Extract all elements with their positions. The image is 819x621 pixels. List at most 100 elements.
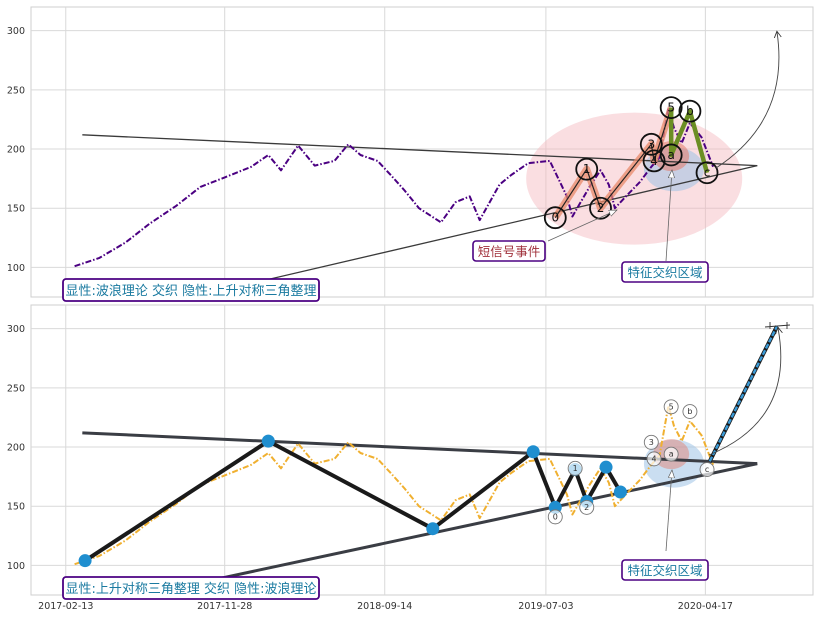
signal-event-label: 短信号事件 <box>478 244 541 259</box>
pattern-node-8 <box>613 485 627 499</box>
y-tick-label: 150 <box>7 204 25 215</box>
wave-label-b: b <box>682 404 698 419</box>
wave-label-circle <box>639 132 663 156</box>
wave-label-circle <box>547 509 563 525</box>
pattern-node-2 <box>426 522 440 536</box>
x-tick-label: 2017-11-28 <box>197 601 252 612</box>
wave-label-circle <box>659 96 683 120</box>
forecast-target-bracket <box>764 322 791 329</box>
signal-event-arrow <box>547 209 617 242</box>
pattern-node-1 <box>261 434 275 448</box>
wave-label-circle <box>646 451 662 467</box>
wave-label-4: 4 <box>642 149 666 173</box>
wave-label-c-text: c <box>704 166 711 180</box>
feature-zone-label: 特征交织区域 <box>627 563 702 578</box>
pattern-node-3 <box>526 445 540 459</box>
forecast-arrow <box>708 325 779 462</box>
wave-label-circle <box>663 399 679 415</box>
feature-zone-callout: 特征交织区域 <box>621 470 709 581</box>
feature-zone-box <box>621 261 709 283</box>
trendline-upper <box>82 134 758 167</box>
x-tick-label: 2019-07-03 <box>518 601 573 612</box>
feature-zone-label: 特征交织区域 <box>627 265 702 280</box>
feature-zone-arrow <box>665 170 672 262</box>
trendline-lower <box>192 164 758 298</box>
wave-label-4-text: 4 <box>652 454 657 463</box>
panel-caption-box <box>62 576 320 600</box>
wave-label-a: a <box>663 446 679 462</box>
wave-label-1: 1 <box>567 460 583 476</box>
wave-label-3-text: 3 <box>647 137 655 151</box>
wave-label-circle <box>659 143 683 167</box>
wave-label-circle <box>699 462 715 477</box>
wave-label-c: c <box>699 462 715 477</box>
x-tick-label: 2018-09-14 <box>357 601 412 612</box>
forecast-curve-arrow <box>715 32 779 169</box>
feature-zone-arrow <box>665 470 672 552</box>
wave-label-circle <box>589 196 612 220</box>
wave-label-circle <box>567 460 583 476</box>
y-tick-label: 300 <box>7 324 25 335</box>
axis-layer: 1001502002503001001502002503002017-02-13… <box>7 26 733 612</box>
y-tick-label: 150 <box>7 502 25 513</box>
wave-label-circle <box>682 404 698 419</box>
wave-label-4-text: 4 <box>650 154 658 168</box>
price-series-line <box>74 106 715 268</box>
wave-label-c: c <box>695 161 719 185</box>
pattern-highlight-ellipse <box>526 112 743 245</box>
wave-label-b-text: b <box>686 104 694 118</box>
wave-label-2: 2 <box>589 196 612 220</box>
trendline-layer <box>82 134 758 587</box>
y-tick-label: 100 <box>7 561 25 572</box>
panel-caption: 显性:波浪理论 交织 隐性:上升对称三角整理 <box>62 278 320 302</box>
wave-label-2: 2 <box>579 499 595 515</box>
trendline-upper <box>82 431 758 466</box>
wave-label-circle <box>642 149 666 173</box>
x-tick-label: 2020-04-17 <box>678 601 733 612</box>
wave-label-circle <box>663 446 679 462</box>
y-tick-label: 300 <box>7 26 25 37</box>
signal-event-box <box>472 240 546 262</box>
wave-label-2-text: 2 <box>597 201 605 215</box>
wave-label-1-text: 1 <box>583 162 591 176</box>
wave-label-0-text: 0 <box>553 512 558 521</box>
plot-area-bottom <box>30 304 814 596</box>
wave-label-circle <box>695 161 719 185</box>
y-tick-label: 200 <box>7 443 25 454</box>
wave-label-5: 5 <box>659 96 683 120</box>
feature-zone-blue-ellipse <box>643 439 704 488</box>
feature-zone-callout: 特征交织区域 <box>621 170 709 283</box>
wave-label-4: 4 <box>646 451 662 467</box>
pattern-node-7 <box>599 460 613 474</box>
wave-label-0: 0 <box>547 509 563 525</box>
wave-label-1-text: 1 <box>573 464 578 473</box>
plot-area-top <box>30 6 814 298</box>
wave-label-b-text: b <box>687 407 692 416</box>
wave-label-a: a <box>659 143 683 167</box>
wave-label-layer: 0 1 2 3 4 5 a b c 0 1 2 3 4 5 a b c <box>543 96 719 525</box>
y-tick-label: 200 <box>7 145 25 156</box>
y-tick-label: 250 <box>7 85 25 96</box>
wave-label-circle <box>543 206 567 230</box>
wave-label-2-text: 2 <box>584 503 589 512</box>
wave-label-3-text: 3 <box>649 438 654 447</box>
wave-label-5: 5 <box>663 399 679 415</box>
wave-label-a-text: a <box>667 148 674 162</box>
panel-caption-box <box>62 278 320 302</box>
wave-label-circle <box>678 99 702 123</box>
corrective-wave-line <box>668 107 710 174</box>
panel-caption-text: 显性:上升对称三角整理 交织 隐性:波浪理论 <box>65 581 316 597</box>
forecast-curve-arrow <box>708 328 781 456</box>
wave-label-0: 0 <box>543 206 567 230</box>
y-tick-label: 100 <box>7 263 25 274</box>
signal-event-callout: 短信号事件 <box>472 209 617 262</box>
wave-label-0-text: 0 <box>551 211 559 225</box>
wave-label-a-text: a <box>669 450 674 459</box>
x-tick-label: 2017-02-13 <box>38 601 93 612</box>
wave-label-5-text: 5 <box>669 402 674 411</box>
wave-label-5-text: 5 <box>667 101 675 115</box>
feature-zone-box <box>621 559 709 581</box>
